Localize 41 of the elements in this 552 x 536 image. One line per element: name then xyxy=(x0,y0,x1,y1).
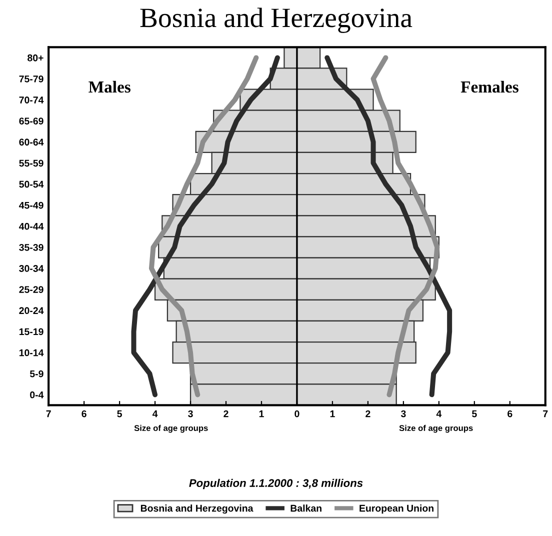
y-tick-label: 30-34 xyxy=(19,265,44,272)
x-tick-label: 7 xyxy=(46,410,51,418)
x-tick-label: 2 xyxy=(224,410,228,418)
y-tick-label: 55-59 xyxy=(19,160,44,167)
y-tick-label: 5-9 xyxy=(30,370,44,378)
y-tick-label: 50-54 xyxy=(19,180,44,188)
y-tick-label: 0-4 xyxy=(30,391,44,398)
y-tick-label: 75-79 xyxy=(19,75,44,82)
y-tick-label: 65-69 xyxy=(19,118,44,124)
y-tick-label: 20-24 xyxy=(19,307,44,314)
y-tick-label: 80+ xyxy=(28,54,44,62)
annotation: Males xyxy=(88,80,130,93)
x-tick-label: 3 xyxy=(188,410,193,418)
y-tick-label: 60-64 xyxy=(19,138,44,146)
x-tick-label: 2 xyxy=(366,410,370,418)
chart-title: Bosnia and Herzegovina xyxy=(140,8,412,34)
x-tick-label: 0 xyxy=(294,410,300,418)
x-tick-label: 1 xyxy=(330,410,335,418)
x-tick-label: 3 xyxy=(400,410,406,418)
x-tick-label: 7 xyxy=(543,410,548,418)
legend-label: Bosnia and Herzegovina xyxy=(140,504,254,514)
x-tick-label: 4 xyxy=(436,410,442,418)
y-tick-label: 40-44 xyxy=(19,222,44,230)
x-tick-label: 1 xyxy=(259,410,264,418)
text: Size of age groups xyxy=(399,424,473,433)
y-tick-label: 15-19 xyxy=(19,328,44,336)
y-tick-label: 70-74 xyxy=(19,96,44,104)
x-tick-label: 4 xyxy=(152,410,158,418)
x-tick-label: 6 xyxy=(82,410,86,418)
legend-label: Balkan xyxy=(290,504,322,512)
y-tick-label: 45-49 xyxy=(19,202,44,209)
y-tick-label: 35-39 xyxy=(19,244,44,251)
annotation: Females xyxy=(460,80,518,93)
legend-label: European Union xyxy=(360,504,434,514)
x-tick-label: 5 xyxy=(117,410,122,418)
text: Size of age groups xyxy=(134,424,208,433)
x-tick-label: 5 xyxy=(472,410,477,418)
text: Population 1.1.2000 : 3,8 millions xyxy=(189,478,363,490)
y-tick-label: 25-29 xyxy=(19,286,44,293)
x-tick-label: 6 xyxy=(508,410,512,418)
y-tick-label: 10-14 xyxy=(19,349,44,356)
